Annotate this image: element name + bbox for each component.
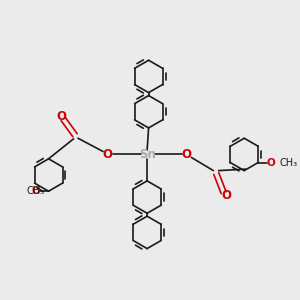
Text: O: O [32,186,40,196]
Text: Sn: Sn [139,148,156,161]
Text: O: O [266,158,275,167]
Text: O: O [221,189,231,202]
Text: CH₃: CH₃ [279,158,298,167]
Text: O: O [102,148,112,161]
Text: O: O [182,148,192,161]
Text: O: O [56,110,66,123]
Text: CH₃: CH₃ [26,186,45,196]
